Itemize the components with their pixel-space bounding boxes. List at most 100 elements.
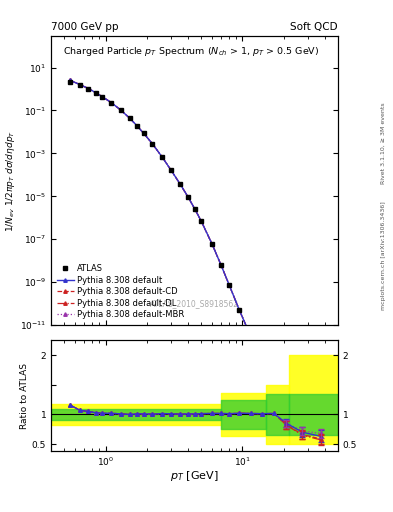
ATLAS [248, 333, 253, 339]
Pythia 8.308 default-MBR [227, 282, 231, 288]
Pythia 8.308 default-DL [219, 262, 224, 268]
ATLAS [100, 94, 105, 100]
Pythia 8.308 default-CD [185, 194, 190, 200]
Pythia 8.308 default-DL [109, 99, 114, 105]
Pythia 8.308 default [237, 307, 242, 313]
Pythia 8.308 default [284, 446, 289, 452]
Pythia 8.308 default-MBR [150, 141, 155, 147]
Pythia 8.308 default-MBR [219, 262, 224, 268]
Pythia 8.308 default-DL [100, 94, 105, 100]
Pythia 8.308 default-MBR [300, 503, 305, 509]
Pythia 8.308 default-MBR [185, 194, 190, 200]
Line: Pythia 8.308 default-MBR: Pythia 8.308 default-MBR [68, 78, 323, 512]
Pythia 8.308 default-CD [86, 86, 91, 92]
ATLAS [219, 263, 224, 269]
Pythia 8.308 default-MBR [77, 81, 82, 88]
Pythia 8.308 default-DL [178, 181, 182, 187]
Pythia 8.308 default-DL [141, 130, 146, 136]
Pythia 8.308 default-MBR [109, 99, 114, 105]
Pythia 8.308 default [219, 262, 224, 268]
Pythia 8.308 default [178, 181, 182, 187]
Pythia 8.308 default-MBR [248, 333, 253, 339]
Pythia 8.308 default-DL [68, 77, 72, 83]
Pythia 8.308 default-MBR [68, 77, 72, 83]
ATLAS [193, 206, 197, 212]
ATLAS [284, 444, 289, 451]
ATLAS [135, 123, 140, 129]
Text: Charged Particle $p_T$ Spectrum ($N_{ch}$ > 1, $p_T$ > 0.5 GeV): Charged Particle $p_T$ Spectrum ($N_{ch}… [62, 45, 319, 57]
Pythia 8.308 default-CD [119, 108, 123, 114]
Pythia 8.308 default [141, 130, 146, 136]
Pythia 8.308 default-CD [199, 218, 204, 224]
Line: Pythia 8.308 default-DL: Pythia 8.308 default-DL [68, 78, 323, 512]
Pythia 8.308 default-CD [160, 154, 165, 160]
Pythia 8.308 default [68, 77, 72, 83]
ATLAS [109, 100, 114, 106]
Pythia 8.308 default-CD [248, 333, 253, 339]
Pythia 8.308 default [119, 108, 123, 114]
Pythia 8.308 default-CD [94, 90, 98, 96]
Pythia 8.308 default-MBR [209, 241, 214, 247]
Y-axis label: $1/N_{ev}\ 1/2\pi p_T\ d\sigma/d\eta dp_T$: $1/N_{ev}\ 1/2\pi p_T\ d\sigma/d\eta dp_… [4, 130, 17, 231]
Pythia 8.308 default-MBR [119, 108, 123, 114]
Pythia 8.308 default-CD [178, 181, 182, 187]
Pythia 8.308 default-CD [227, 282, 231, 288]
Text: mcplots.cern.ch [arXiv:1306.3436]: mcplots.cern.ch [arXiv:1306.3436] [381, 202, 386, 310]
Pythia 8.308 default [169, 167, 173, 173]
Pythia 8.308 default [209, 241, 214, 247]
Line: Pythia 8.308 default: Pythia 8.308 default [68, 78, 323, 512]
Pythia 8.308 default-MBR [199, 218, 204, 224]
Pythia 8.308 default-DL [169, 167, 173, 173]
Pythia 8.308 default-MBR [160, 154, 165, 160]
ATLAS [185, 194, 190, 200]
Legend: ATLAS, Pythia 8.308 default, Pythia 8.308 default-CD, Pythia 8.308 default-DL, P: ATLAS, Pythia 8.308 default, Pythia 8.30… [55, 263, 186, 321]
Text: 7000 GeV pp: 7000 GeV pp [51, 22, 119, 32]
Pythia 8.308 default [160, 154, 165, 160]
Pythia 8.308 default [272, 397, 276, 403]
Pythia 8.308 default [227, 282, 231, 288]
Text: Rivet 3.1.10, ≥ 3M events: Rivet 3.1.10, ≥ 3M events [381, 102, 386, 184]
Pythia 8.308 default-DL [199, 218, 204, 224]
Pythia 8.308 default [135, 123, 140, 129]
Pythia 8.308 default-CD [219, 262, 224, 268]
ATLAS [300, 500, 305, 506]
Pythia 8.308 default-DL [94, 90, 98, 96]
Pythia 8.308 default-CD [169, 167, 173, 173]
Pythia 8.308 default [100, 94, 105, 100]
ATLAS [160, 154, 165, 160]
ATLAS [119, 108, 123, 114]
Pythia 8.308 default-CD [127, 115, 132, 121]
ATLAS [260, 361, 265, 367]
Pythia 8.308 default-CD [272, 397, 276, 403]
Pythia 8.308 default [77, 81, 82, 88]
Pythia 8.308 default-MBR [284, 446, 289, 452]
ATLAS [227, 282, 231, 288]
Pythia 8.308 default-DL [77, 81, 82, 88]
Pythia 8.308 default-MBR [141, 130, 146, 136]
Pythia 8.308 default-MBR [260, 361, 265, 367]
Pythia 8.308 default [127, 115, 132, 121]
Pythia 8.308 default-DL [300, 504, 305, 510]
Pythia 8.308 default [94, 90, 98, 96]
Pythia 8.308 default-DL [150, 141, 155, 147]
Pythia 8.308 default-CD [260, 361, 265, 367]
Pythia 8.308 default [193, 206, 197, 212]
Pythia 8.308 default [199, 218, 204, 224]
Pythia 8.308 default-DL [185, 194, 190, 200]
Pythia 8.308 default [260, 361, 265, 367]
Pythia 8.308 default-MBR [237, 307, 242, 313]
Pythia 8.308 default-MBR [193, 206, 197, 212]
Text: ATLAS_2010_S8918562: ATLAS_2010_S8918562 [150, 299, 239, 308]
Pythia 8.308 default-MBR [86, 86, 91, 92]
ATLAS [86, 86, 91, 92]
Pythia 8.308 default-DL [248, 333, 253, 339]
Pythia 8.308 default-DL [237, 307, 242, 313]
ATLAS [178, 181, 182, 187]
Pythia 8.308 default-CD [150, 141, 155, 147]
ATLAS [272, 398, 276, 404]
Pythia 8.308 default-CD [237, 307, 242, 313]
Pythia 8.308 default [300, 503, 305, 509]
Pythia 8.308 default-DL [119, 108, 123, 114]
Pythia 8.308 default [86, 86, 91, 92]
Pythia 8.308 default-DL [160, 154, 165, 160]
